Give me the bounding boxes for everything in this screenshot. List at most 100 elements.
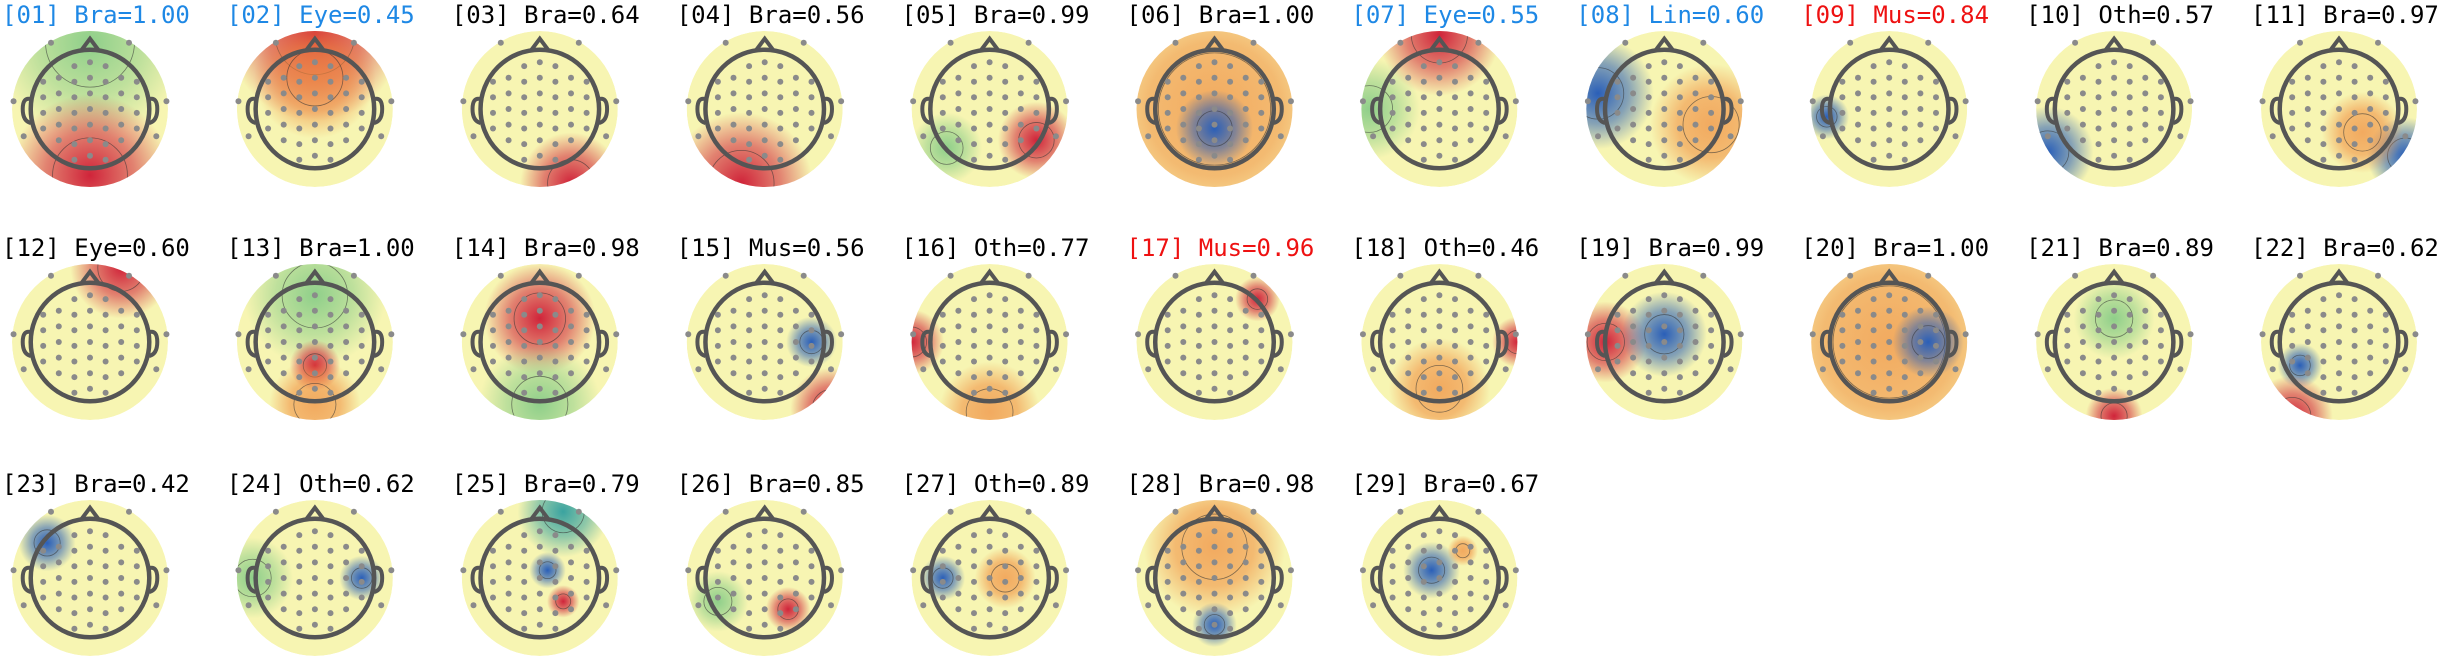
electrode (808, 342, 815, 349)
electrode (1483, 311, 1490, 318)
electrode (971, 594, 977, 601)
electrode (1901, 342, 1908, 349)
component-label: [24] Oth=0.62 (227, 470, 415, 498)
electrode (118, 559, 125, 566)
map-blob (790, 367, 843, 420)
electrode (761, 323, 768, 330)
electrode (245, 366, 252, 373)
electrode (746, 311, 753, 318)
electrode (1242, 543, 1249, 550)
electrode (350, 508, 357, 515)
electrode (552, 389, 559, 396)
electrode (761, 543, 768, 550)
electrode (2297, 39, 2303, 46)
ear (470, 96, 482, 125)
electrode (343, 74, 350, 81)
electrode (490, 94, 496, 101)
electrode (1901, 374, 1908, 381)
electrode (714, 109, 721, 116)
electrode (55, 590, 62, 597)
electrode (2064, 78, 2071, 85)
electrode (71, 594, 78, 601)
electrode (552, 563, 559, 570)
ear (245, 96, 257, 125)
ear (2269, 329, 2281, 358)
electrode (777, 374, 784, 381)
electrode (71, 374, 78, 381)
electrode (1195, 547, 1202, 554)
electrode (1258, 578, 1265, 585)
electrode (296, 156, 303, 163)
electrode (2079, 106, 2086, 112)
electrode (10, 567, 17, 574)
electrode (2142, 74, 2149, 81)
electrode (490, 125, 496, 132)
electrode (2367, 74, 2374, 81)
electrode (327, 610, 334, 617)
electrode (1467, 559, 1474, 566)
electrode (296, 78, 303, 85)
electrode (1661, 307, 1668, 314)
electrode (1870, 374, 1877, 381)
ear (1370, 565, 1381, 594)
component-label: [25] Bra=0.79 (452, 470, 640, 498)
electrode (2079, 370, 2086, 377)
electrode (521, 358, 528, 365)
electrode (1917, 339, 1924, 345)
electrode (808, 563, 815, 570)
electrode (1002, 547, 1009, 554)
electrode (102, 625, 109, 632)
electrode (2382, 342, 2389, 349)
electrode (2034, 331, 2041, 338)
electrode (1645, 94, 1652, 101)
electrode (470, 366, 477, 373)
head-outline (928, 47, 1052, 171)
electrode (1925, 272, 1932, 279)
nose (529, 504, 551, 521)
electrode (327, 578, 334, 585)
electrode (568, 370, 574, 377)
electrode (311, 137, 318, 144)
electrode (552, 296, 559, 303)
electrode (48, 272, 54, 279)
electrode (235, 567, 242, 574)
electrode (2351, 156, 2358, 163)
electrode (695, 602, 702, 609)
electrode (2297, 272, 2303, 279)
electrode (280, 339, 287, 345)
electrode (133, 125, 140, 132)
electrode (1452, 389, 1458, 396)
electrode (87, 385, 93, 392)
map-blob (520, 132, 618, 187)
electrode (296, 563, 303, 570)
electrode (730, 590, 737, 597)
electrode (1227, 156, 1234, 163)
electrode (730, 559, 737, 566)
electrode (986, 323, 993, 330)
electrode (1052, 602, 1059, 609)
electrode (87, 292, 93, 299)
electrode (1901, 389, 1908, 396)
electrode (1389, 327, 1396, 334)
electrode (761, 575, 768, 581)
electrode (1017, 90, 1024, 97)
electrode (746, 374, 753, 381)
electrode (808, 594, 815, 601)
electrode (761, 385, 768, 392)
electrode (971, 94, 977, 101)
electrode (327, 342, 334, 349)
ear (2269, 96, 2281, 125)
electrode (1164, 563, 1171, 570)
electrode (2079, 137, 2086, 144)
electrode (1436, 106, 1443, 112)
electrode (2126, 63, 2133, 70)
electrode (1886, 307, 1893, 314)
electrode (761, 354, 768, 361)
electrode (986, 59, 993, 66)
electrode (1886, 74, 1893, 81)
electrode (1164, 358, 1171, 365)
nose (1428, 268, 1450, 285)
electrode (311, 292, 318, 299)
electrode (71, 141, 78, 148)
electrode (71, 156, 78, 163)
